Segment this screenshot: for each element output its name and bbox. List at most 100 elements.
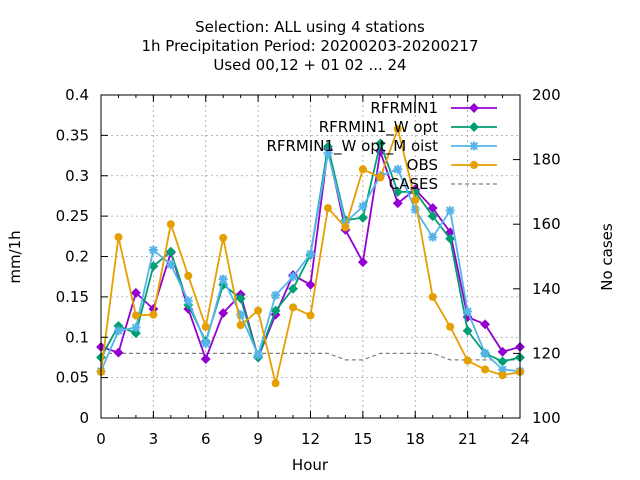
data-point-series-1 (288, 283, 298, 294)
data-point-series-3 (114, 233, 123, 242)
data-point-series-2 (306, 249, 315, 259)
data-point-series-3 (201, 322, 210, 331)
data-point-series-2 (498, 365, 508, 375)
y-tick-label: 0.2 (65, 248, 89, 266)
data-point-series-2 (148, 245, 158, 255)
data-point-series-2 (113, 326, 123, 336)
data-point-series-0 (113, 347, 124, 358)
x-tick-label: 24 (510, 430, 529, 448)
data-point-series-1 (235, 293, 246, 304)
chart-title-line-1: Selection: ALL using 4 stations (195, 18, 425, 36)
data-point-series-2 (445, 205, 455, 215)
x-axis-label: Hour (292, 456, 329, 474)
series-line-cases (101, 352, 520, 361)
data-point-series-3 (236, 321, 245, 330)
data-point-series-3 (254, 306, 263, 315)
series-layer (96, 124, 525, 388)
x-tick-label: 12 (301, 430, 320, 448)
data-point-series-2 (393, 164, 403, 174)
data-point-series-0 (427, 203, 438, 213)
data-point-series-1 (165, 246, 176, 257)
legend-label: RFRMIN1_W opt (319, 118, 438, 137)
data-point-series-3 (166, 220, 175, 229)
data-point-series-1 (357, 212, 368, 223)
x-tick-label: 9 (253, 430, 263, 448)
data-point-series-3 (323, 204, 332, 213)
data-point-series-3 (289, 303, 298, 312)
data-point-series-1 (427, 211, 438, 222)
data-point-series-3 (271, 379, 280, 388)
x-tick-label: 6 (201, 430, 211, 448)
data-point-series-1 (375, 138, 386, 149)
x-tick-label: 0 (96, 430, 106, 448)
y2-tick-label: 140 (532, 280, 561, 298)
data-point-series-1 (323, 141, 333, 152)
data-point-series-3 (131, 311, 140, 320)
data-point-series-2 (480, 348, 490, 358)
x-tick-label: 18 (406, 430, 425, 448)
data-point-series-2 (323, 148, 333, 158)
y2-tick-label: 160 (532, 215, 561, 233)
x-tick-label: 15 (353, 430, 372, 448)
data-point-series-0 (497, 346, 508, 357)
legend-label: RFRMIN1_W opt_M oist (266, 137, 438, 156)
y-tick-label: 0.35 (56, 126, 89, 144)
data-point-series-2 (253, 350, 263, 360)
data-point-series-3 (184, 271, 193, 280)
y-tick-label: 0.15 (56, 288, 89, 306)
y-tick-label: 0.25 (56, 207, 89, 225)
x-tick-label: 3 (149, 430, 159, 448)
chart-title-line-3: Used 00,12 + 01 02 ... 24 (213, 56, 406, 74)
data-point-series-2 (183, 296, 193, 306)
y2-tick-label: 100 (532, 409, 561, 427)
data-point-series-1 (462, 325, 473, 336)
data-point-series-0 (130, 287, 141, 298)
y-tick-label: 0.05 (56, 369, 89, 387)
data-point-series-1 (445, 233, 456, 244)
chart-title-line-2: 1h Precipitation Period: 20200203-202002… (141, 37, 478, 55)
legend-label: RFRMIN1 (370, 99, 438, 117)
data-point-series-2 (428, 232, 438, 242)
data-point-series-0 (392, 198, 403, 209)
data-point-series-0 (480, 319, 491, 330)
data-point-series-0 (200, 354, 211, 365)
data-point-series-2 (463, 306, 473, 316)
y2-tick-label: 180 (532, 151, 561, 169)
data-point-series-1 (497, 356, 508, 367)
data-point-series-3 (393, 124, 402, 133)
y-tick-label: 0.4 (65, 86, 89, 104)
data-point-series-2 (271, 290, 281, 300)
legend-marker (470, 161, 478, 169)
data-point-series-3 (149, 310, 158, 319)
data-point-series-3 (411, 195, 420, 204)
data-point-series-3 (463, 356, 472, 365)
legend-label: OBS (407, 156, 438, 174)
y-tick-label: 0.3 (65, 167, 89, 185)
data-point-series-1 (270, 305, 281, 316)
data-point-series-3 (341, 223, 350, 232)
ticks-layer: 0 3 6 9 12 15 18 21 24 0 0.05 0.1 0.15 0.2 0.25 0.3 0.35… (56, 86, 561, 448)
legend-label: CASES (389, 175, 438, 193)
y2-tick-label: 200 (532, 86, 561, 104)
y-axis-label: mm/1h (6, 230, 24, 283)
data-point-series-2 (358, 201, 368, 211)
y-tick-label: 0 (79, 409, 89, 427)
data-point-series-2 (166, 260, 176, 270)
data-point-series-3 (219, 233, 228, 242)
data-point-series-3 (498, 371, 507, 380)
x-tick-label: 21 (458, 430, 477, 448)
y2-axis-label: No cases (598, 223, 616, 291)
data-point-series-2 (201, 339, 211, 349)
data-point-series-0 (218, 308, 229, 318)
data-point-series-2 (288, 272, 298, 282)
data-point-series-1 (392, 186, 403, 197)
data-point-series-2 (131, 323, 141, 333)
y2-tick-label: 120 (532, 344, 561, 362)
y-tick-label: 0.1 (65, 328, 89, 346)
data-point-series-3 (446, 322, 455, 331)
legend-marker (469, 141, 479, 151)
data-point-series-3 (481, 365, 490, 374)
